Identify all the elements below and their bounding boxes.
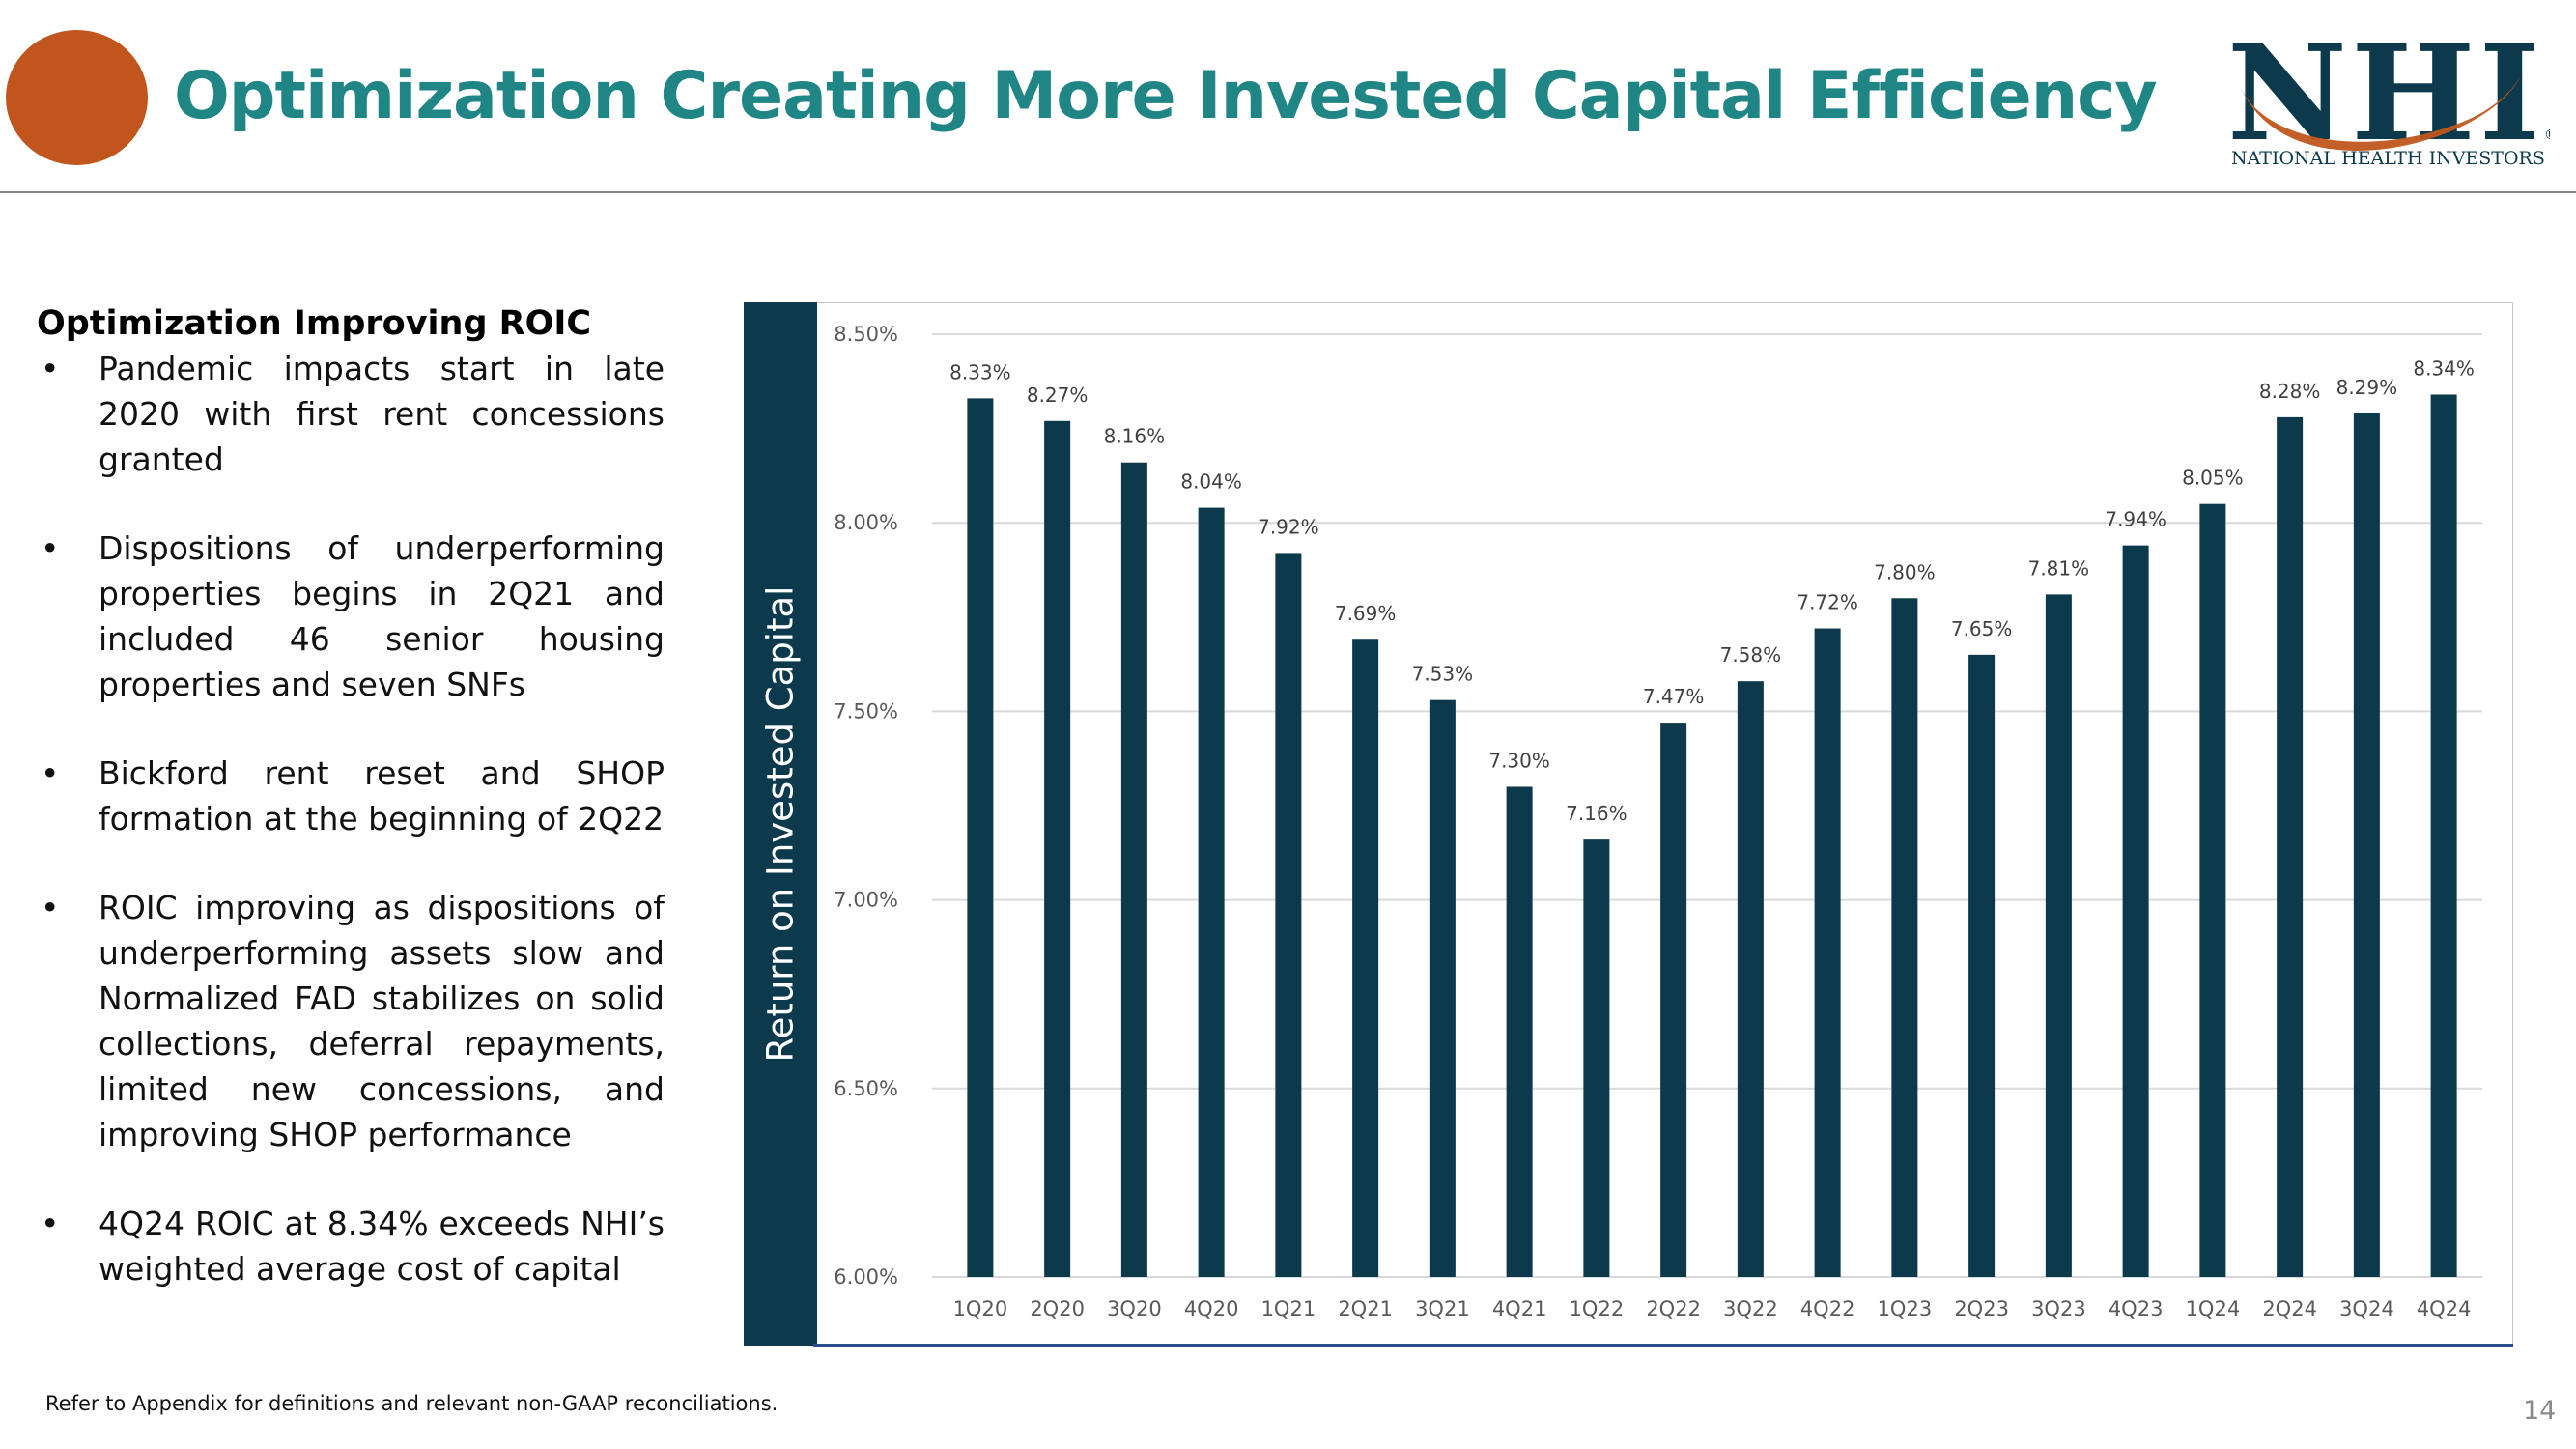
bar — [2277, 416, 2304, 1277]
data-label: 8.05% — [2182, 467, 2244, 490]
x-tick-label: 1Q23 — [1878, 1297, 1933, 1321]
data-label: 7.80% — [1874, 560, 1936, 583]
data-label: 7.94% — [2105, 508, 2166, 531]
bullet-bickford: Bickford rent reset and SHOP formation a… — [37, 751, 665, 841]
y-tick-label: 6.00% — [834, 1265, 898, 1289]
x-tick-label: 2Q21 — [1338, 1297, 1393, 1321]
bullet-pandemic: Pandemic impacts start in late 2020 with… — [37, 346, 665, 482]
x-tick-label: 4Q20 — [1184, 1297, 1239, 1321]
data-label: 8.04% — [1180, 470, 1242, 494]
bar — [2353, 412, 2380, 1277]
y-tick-label: 6.50% — [834, 1077, 898, 1100]
data-label: 8.27% — [1027, 384, 1089, 407]
data-label: 7.72% — [1797, 591, 1858, 614]
data-label: 8.16% — [1104, 425, 1166, 448]
bullet-roic-improving: ROIC improving as dispositions of underp… — [37, 885, 665, 1157]
x-tick-label: 1Q21 — [1261, 1297, 1316, 1321]
bar — [1891, 598, 1918, 1277]
y-tick-label: 7.00% — [834, 889, 898, 912]
data-label: 7.53% — [1412, 663, 1474, 686]
x-tick-label: 4Q21 — [1492, 1297, 1547, 1321]
bar — [2430, 394, 2457, 1277]
commentary-heading: Optimization Improving ROIC — [37, 304, 592, 343]
data-label: 8.28% — [2259, 380, 2321, 403]
data-label: 7.65% — [1951, 617, 2013, 640]
bullet-dispositions: Dispositions of underperforming properti… — [37, 526, 665, 707]
y-tick-label: 8.00% — [834, 511, 898, 534]
bullet-4q24-roic: 4Q24 ROIC at 8.34% exceeds NHI’s weighte… — [37, 1201, 665, 1292]
registered-mark: ® — [2544, 128, 2550, 143]
y-tick-label: 8.50% — [834, 323, 898, 346]
bar — [2045, 594, 2072, 1277]
x-tick-label: 2Q23 — [1954, 1297, 2009, 1321]
bar — [1044, 420, 1071, 1277]
bar — [2199, 503, 2226, 1277]
x-tick-label: 3Q22 — [1723, 1297, 1778, 1321]
x-tick-label: 2Q20 — [1030, 1297, 1085, 1321]
bar — [1660, 723, 1687, 1277]
x-tick-label: 3Q23 — [2031, 1297, 2086, 1321]
page-title: Optimization Creating More Invested Capi… — [174, 58, 2158, 134]
x-tick-label: 2Q22 — [1646, 1297, 1701, 1321]
x-tick-label: 4Q23 — [2109, 1297, 2164, 1321]
bar — [1814, 628, 1841, 1277]
x-tick-label: 3Q20 — [1107, 1297, 1162, 1321]
bar — [2122, 545, 2149, 1277]
chart-bottom-border — [813, 1344, 2513, 1347]
header-divider — [0, 191, 2576, 193]
data-label: 8.33% — [949, 360, 1011, 384]
x-tick-label: 4Q24 — [2417, 1297, 2472, 1321]
x-tick-label: 2Q24 — [2262, 1297, 2317, 1321]
commentary-bullets: Pandemic impacts start in late 2020 with… — [37, 346, 665, 1292]
logo-subtitle: NATIONAL HEALTH INVESTORS — [2231, 148, 2545, 169]
y-tick-label: 7.50% — [834, 699, 898, 723]
data-label: 7.30% — [1488, 749, 1550, 772]
bar — [1968, 654, 1996, 1277]
x-tick-label: 1Q20 — [953, 1297, 1008, 1321]
x-tick-label: 1Q24 — [2186, 1297, 2241, 1321]
x-tick-label: 3Q24 — [2339, 1297, 2394, 1321]
data-label: 7.81% — [2028, 556, 2090, 580]
data-label: 7.92% — [1258, 515, 1319, 538]
bar — [1583, 839, 1610, 1277]
bar — [1352, 639, 1379, 1277]
data-label: 7.58% — [1720, 643, 1782, 667]
footnote: Refer to Appendix for definitions and re… — [45, 1392, 778, 1415]
x-tick-label: 4Q22 — [1800, 1297, 1855, 1321]
bar — [1506, 786, 1533, 1277]
commentary-panel: Optimization Improving ROIC Pandemic imp… — [37, 301, 665, 1335]
bar — [1275, 553, 1302, 1277]
orange-circle-decoration — [6, 30, 148, 165]
x-tick-label: 3Q21 — [1415, 1297, 1470, 1321]
data-label: 8.34% — [2413, 356, 2475, 380]
bar — [1198, 507, 1225, 1277]
bar — [967, 398, 994, 1277]
data-label: 7.47% — [1643, 685, 1705, 708]
page-number: 14 — [2523, 1396, 2557, 1426]
data-label: 7.69% — [1335, 602, 1397, 625]
x-tick-label: 1Q22 — [1570, 1297, 1625, 1321]
bar — [1429, 699, 1456, 1277]
nhi-logo: NHI ® — [2227, 25, 2550, 171]
data-label: 7.16% — [1566, 802, 1628, 825]
y-axis-band — [744, 302, 817, 1346]
bar — [1120, 462, 1147, 1278]
bar — [1737, 681, 1764, 1277]
data-label: 8.29% — [2336, 376, 2398, 399]
